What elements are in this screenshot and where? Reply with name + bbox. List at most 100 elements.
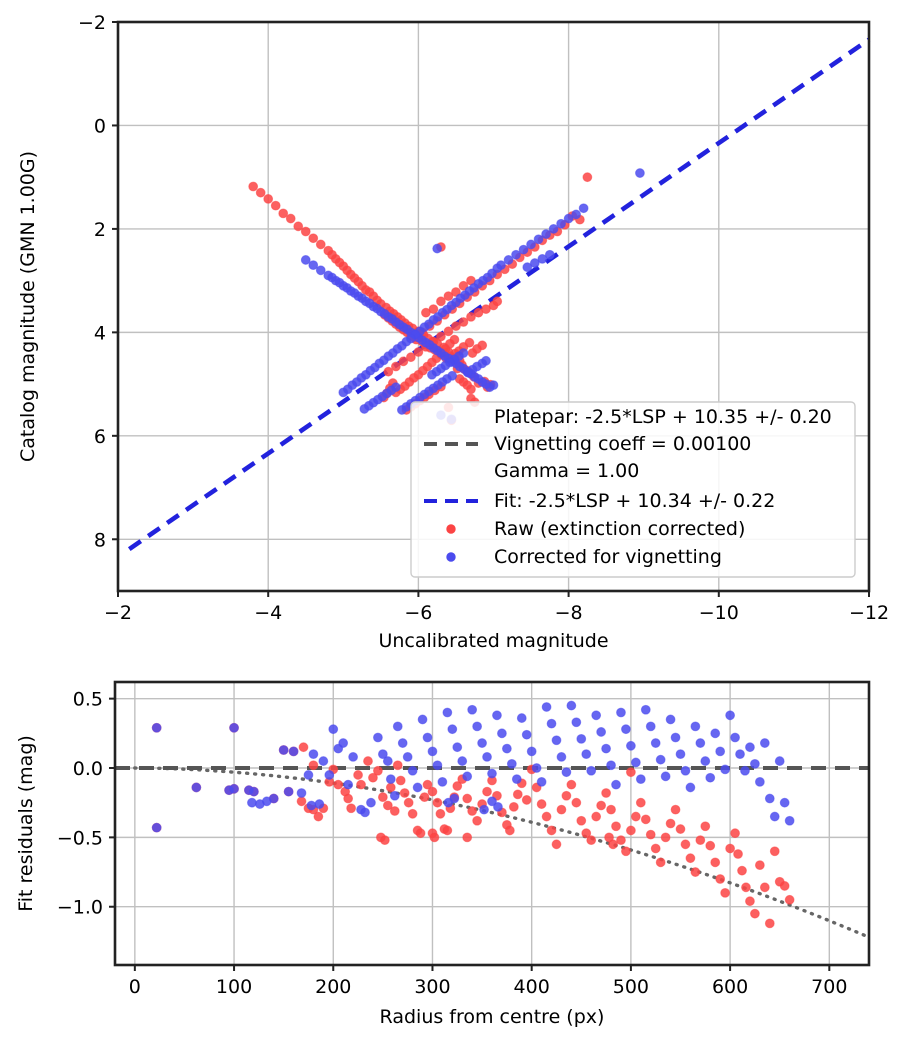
data-point xyxy=(343,779,354,790)
data-point xyxy=(452,781,463,791)
data-point xyxy=(754,860,765,871)
data-point xyxy=(402,752,413,762)
data-point xyxy=(472,721,483,732)
data-point xyxy=(389,806,400,816)
data-point xyxy=(635,168,645,178)
data-point xyxy=(501,743,512,754)
data-point xyxy=(774,756,785,766)
data-point xyxy=(360,807,370,818)
data-point xyxy=(606,760,616,771)
data-point xyxy=(715,874,726,884)
x-tick-label: −4 xyxy=(254,602,282,624)
x-tick-label: 400 xyxy=(514,976,550,998)
data-point xyxy=(611,821,621,832)
data-point xyxy=(382,800,393,811)
data-point xyxy=(308,233,319,244)
data-point xyxy=(396,405,407,415)
data-point xyxy=(442,707,453,718)
data-point xyxy=(710,728,721,739)
data-point xyxy=(784,815,795,826)
data-point xyxy=(328,724,339,735)
y-tick-label: −1.0 xyxy=(57,897,103,919)
legend-item[interactable]: Gamma = 1.00 xyxy=(494,460,639,482)
data-point xyxy=(443,326,454,337)
data-point xyxy=(493,801,503,812)
data-point xyxy=(715,746,726,757)
data-point xyxy=(436,331,446,342)
data-point xyxy=(660,832,671,843)
data-point xyxy=(318,756,329,766)
data-point xyxy=(529,258,540,268)
data-point xyxy=(635,797,646,808)
data-point xyxy=(536,776,547,787)
data-point xyxy=(784,894,795,905)
data-point xyxy=(621,846,631,857)
data-point xyxy=(389,790,400,801)
data-point xyxy=(247,797,257,808)
data-point xyxy=(293,221,304,232)
data-point xyxy=(482,752,492,762)
data-point xyxy=(443,291,454,302)
data-point xyxy=(306,800,317,811)
data-point xyxy=(546,718,557,729)
data-point xyxy=(690,721,701,732)
data-point xyxy=(467,348,478,358)
data-point xyxy=(521,729,532,740)
data-point xyxy=(403,797,414,808)
data-point xyxy=(379,835,390,846)
data-point xyxy=(630,757,641,768)
data-point xyxy=(373,732,383,743)
plot-area xyxy=(115,682,869,965)
data-point xyxy=(621,724,631,735)
fit-line xyxy=(127,37,871,551)
data-point xyxy=(586,835,597,846)
data-point xyxy=(537,254,548,264)
x-tick-label: −12 xyxy=(849,602,889,624)
data-point xyxy=(422,732,433,743)
data-point xyxy=(759,882,770,893)
data-point xyxy=(571,797,582,808)
data-point xyxy=(690,867,701,877)
data-point xyxy=(625,767,636,778)
data-point xyxy=(466,384,476,395)
data-point xyxy=(561,790,572,801)
data-point xyxy=(754,776,765,787)
data-point xyxy=(546,825,557,836)
data-point xyxy=(635,774,646,785)
data-point xyxy=(764,793,775,804)
data-point xyxy=(314,799,325,809)
data-point xyxy=(730,732,740,743)
legend-item[interactable]: Fit: -2.5*LSP + 10.34 +/- 0.22 xyxy=(424,490,775,512)
data-point xyxy=(735,749,745,760)
legend-item[interactable]: Raw (extinction corrected) xyxy=(446,518,746,540)
legend-box[interactable]: Platepar: -2.5*LSP + 10.35 +/- 0.20 Vigne… xyxy=(410,401,856,578)
legend-marker-dot-red-icon xyxy=(446,524,456,534)
data-point xyxy=(544,249,555,260)
x-tick-label: 700 xyxy=(811,976,847,998)
data-point xyxy=(536,799,547,809)
legend-item[interactable]: Vignetting coeff = 0.00100 xyxy=(424,433,751,455)
legend-label: Corrected for vignetting xyxy=(494,546,722,568)
data-point xyxy=(308,749,319,760)
data-point xyxy=(518,244,529,255)
data-point xyxy=(680,765,691,776)
data-point xyxy=(421,307,431,318)
data-point xyxy=(248,786,259,797)
data-point xyxy=(541,702,552,712)
data-point xyxy=(576,733,587,744)
data-point xyxy=(576,815,587,826)
data-point xyxy=(665,818,676,829)
data-point xyxy=(511,774,522,785)
y-tick-label: 0.0 xyxy=(73,758,103,780)
data-point xyxy=(458,317,469,327)
legend-item[interactable]: Corrected for vignetting xyxy=(446,546,722,568)
data-point xyxy=(655,754,666,765)
data-point xyxy=(436,296,446,307)
data-point xyxy=(737,865,747,876)
data-point xyxy=(452,742,463,753)
data-point xyxy=(675,824,686,834)
legend-item[interactable]: Platepar: -2.5*LSP + 10.35 +/- 0.20 xyxy=(494,406,832,428)
data-point xyxy=(625,740,636,751)
data-point xyxy=(730,828,740,839)
data-point xyxy=(300,255,311,265)
